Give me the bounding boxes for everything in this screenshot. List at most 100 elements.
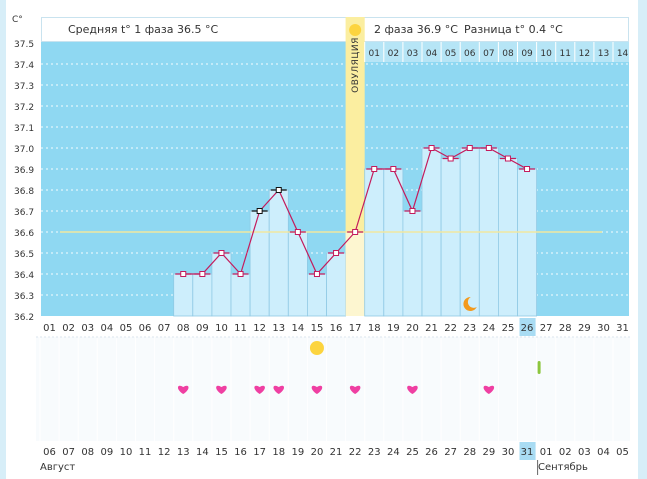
luteal-day-label: 08 — [502, 49, 514, 59]
temperature-bar — [249, 210, 270, 317]
cycle-day-label: 13 — [272, 323, 285, 334]
temperature-point — [275, 187, 282, 193]
calendar-date-label: 11 — [139, 447, 152, 458]
temperature-point — [504, 155, 511, 162]
temperature-point — [218, 250, 225, 256]
y-tick-label: 36.8 — [14, 187, 34, 197]
temperature-bar — [211, 252, 232, 317]
y-tick-label: 36.4 — [14, 271, 34, 281]
phase1-average: Средняя t° 1 фаза 36.5 °C — [68, 23, 219, 36]
temperature-bar — [440, 158, 461, 317]
cycle-day-label: 03 — [81, 323, 94, 334]
cycle-day-label: 23 — [463, 323, 476, 334]
cycle-day-label: 18 — [368, 323, 381, 334]
left-edge-strip — [0, 0, 6, 479]
cycle-day-label: 02 — [62, 323, 75, 334]
calendar-date-label: 27 — [444, 447, 457, 458]
temperature-point — [313, 271, 320, 277]
calendar-date-label: 12 — [158, 447, 171, 458]
calendar-date-label: 23 — [368, 447, 381, 458]
luteal-day-label: 05 — [445, 49, 456, 59]
y-tick-label: 37.2 — [14, 103, 34, 113]
temperature-bar — [326, 252, 347, 317]
luteal-day-label: 14 — [617, 49, 629, 59]
cycle-day-label: 24 — [482, 323, 495, 334]
y-tick-label: 36.7 — [14, 208, 34, 218]
luteal-day-label: 02 — [388, 49, 399, 59]
cycle-day-label: 19 — [387, 323, 400, 334]
temperature-bar — [345, 232, 365, 316]
y-tick-label: 36.2 — [14, 313, 34, 323]
y-tick-label: 36.3 — [14, 292, 34, 302]
luteal-day-label: 01 — [369, 49, 380, 59]
luteal-day-label: 10 — [540, 49, 552, 59]
y-tick-label: 36.5 — [14, 250, 34, 260]
heart-icon — [177, 385, 189, 394]
cycle-day-label: 10 — [215, 323, 228, 334]
calendar-date-label: 17 — [253, 447, 266, 458]
temperature-bar — [268, 189, 289, 317]
heart-icon — [254, 385, 265, 394]
cycle-day-label: 21 — [425, 323, 438, 334]
calendar-date-label: 28 — [463, 447, 476, 458]
temperature-point — [256, 208, 263, 214]
moon-icon — [463, 296, 477, 311]
cycle-day-label: 25 — [502, 323, 515, 334]
cycle-day-label: 31 — [616, 323, 629, 334]
calendar-date-label: 18 — [272, 447, 285, 458]
cycle-day-label: 08 — [177, 323, 190, 334]
cycle-day-label: 05 — [120, 323, 133, 334]
month-label-right: Сентябрь — [538, 462, 588, 473]
y-tick-label: 37.4 — [14, 61, 34, 71]
calendar-date-label: 16 — [234, 447, 247, 458]
y-tick-label: 36.9 — [14, 166, 34, 176]
calendar-date-label: 30 — [502, 447, 515, 458]
symbols-area — [36, 337, 630, 441]
cycle-day-label: 07 — [158, 323, 171, 334]
temperature-point — [180, 271, 187, 277]
calendar-date-label: 15 — [215, 447, 228, 458]
temperature-bar — [287, 231, 308, 317]
cycle-day-label: 17 — [349, 323, 362, 334]
calendar-date-label: 20 — [311, 447, 324, 458]
temperature-bar — [497, 158, 518, 317]
luteal-day-label: 04 — [426, 49, 438, 59]
cycle-day-label: 29 — [578, 323, 591, 334]
temperature-point — [524, 166, 531, 172]
heart-icon — [311, 385, 323, 394]
cycle-day-label: 15 — [311, 323, 324, 334]
heart-icon — [273, 385, 285, 394]
phase2-average: 2 фаза 36.9 °C — [374, 23, 458, 36]
temperature-point — [466, 145, 473, 151]
heart-icon — [483, 385, 495, 394]
cycle-day-label: 12 — [253, 323, 266, 334]
temperature-bar — [402, 210, 423, 317]
calendar-date-label: 13 — [177, 447, 190, 458]
temperature-bar — [306, 273, 327, 317]
calendar-date-label: 04 — [597, 447, 610, 458]
cycle-day-label: 04 — [100, 323, 113, 334]
temperature-point — [294, 229, 301, 235]
ovulation-label: ОВУЛЯЦИЯ — [351, 37, 361, 93]
calendar-date-label: 19 — [291, 447, 304, 458]
calendar-date-label: 31 — [521, 447, 534, 458]
current-day-highlight — [519, 318, 536, 336]
y-tick-label: 37.0 — [14, 145, 34, 155]
cycle-day-label: 09 — [196, 323, 209, 334]
temperature-point — [199, 271, 206, 277]
cycle-day-label: 26 — [521, 323, 534, 334]
calendar-date-label: 01 — [540, 447, 553, 458]
sun-icon — [349, 24, 362, 36]
calendar-date-label: 06 — [43, 447, 56, 458]
calendar-date-label: 07 — [62, 447, 75, 458]
temperature-point — [447, 155, 454, 162]
y-tick-label: 36.6 — [14, 229, 34, 239]
heart-icon — [216, 385, 227, 394]
right-edge-strip — [638, 0, 647, 479]
calendar-date-label: 02 — [559, 447, 572, 458]
calendar-date-label: 10 — [120, 447, 133, 458]
temperature-bar — [383, 168, 404, 317]
calendar-date-label: 08 — [81, 447, 94, 458]
calendar-date-label: 26 — [425, 447, 438, 458]
